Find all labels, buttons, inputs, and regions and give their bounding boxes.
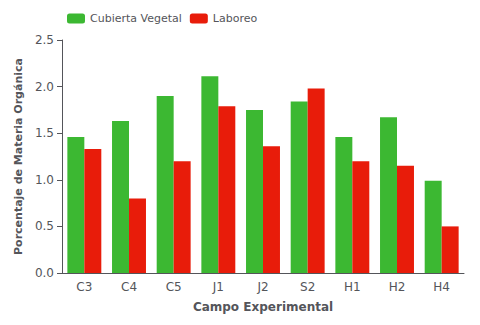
svg-text:0.5: 0.5: [35, 219, 54, 233]
svg-text:J2: J2: [256, 280, 268, 294]
svg-text:1.5: 1.5: [35, 126, 54, 140]
svg-text:Porcentaje de Materia Orgánica: Porcentaje de Materia Orgánica: [12, 58, 25, 255]
svg-text:Laboreo: Laboreo: [213, 12, 258, 25]
svg-text:H4: H4: [433, 280, 450, 294]
svg-text:1.0: 1.0: [35, 173, 54, 187]
svg-text:0.0: 0.0: [35, 266, 54, 280]
svg-text:H1: H1: [344, 280, 361, 294]
svg-text:2.5: 2.5: [35, 33, 54, 47]
svg-text:C4: C4: [121, 280, 137, 294]
svg-text:H2: H2: [389, 280, 406, 294]
svg-text:J1: J1: [212, 280, 224, 294]
svg-text:2.0: 2.0: [35, 80, 54, 94]
svg-text:S2: S2: [300, 280, 315, 294]
svg-text:Cubierta Vegetal: Cubierta Vegetal: [90, 12, 182, 25]
svg-text:C3: C3: [76, 280, 92, 294]
svg-text:C5: C5: [166, 280, 182, 294]
svg-text:Campo Experimental: Campo Experimental: [193, 300, 333, 314]
